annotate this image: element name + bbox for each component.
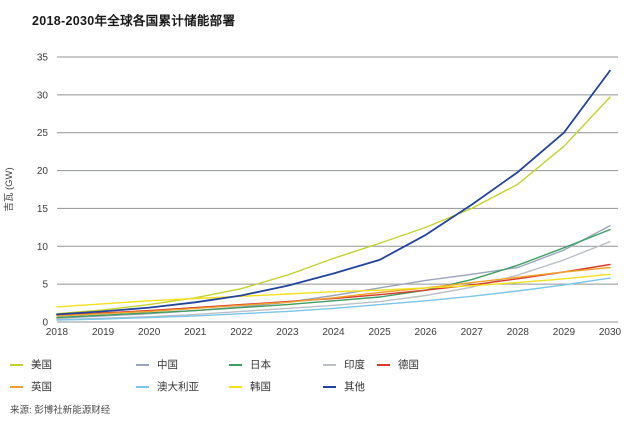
legend-swatch <box>136 385 149 388</box>
legend-label: 日本 <box>250 359 271 371</box>
x-tick-2029: 2029 <box>553 327 576 338</box>
legend-swatch <box>323 363 336 366</box>
legend-item-1: 中国 <box>136 357 229 372</box>
legend-item-8: 其他 <box>323 379 377 394</box>
x-tick-2022: 2022 <box>230 327 253 338</box>
y-tick-20: 20 <box>37 166 49 177</box>
x-tick-2024: 2024 <box>322 327 345 338</box>
source-note: 来源: 彭博社新能源财经 <box>10 405 111 416</box>
x-tick-2030: 2030 <box>599 327 622 338</box>
y-axis-label: 吉瓦 (GW) <box>4 167 15 211</box>
legend-swatch <box>323 385 336 388</box>
legend-item-0: 美国 <box>10 357 136 372</box>
legend-item-7: 韩国 <box>229 379 323 394</box>
legend-swatch <box>10 385 23 388</box>
legend-item-2: 日本 <box>229 357 323 372</box>
legend-label: 美国 <box>31 359 52 371</box>
legend-label: 德国 <box>398 359 419 371</box>
legend: 美国 中国 日本 印度 德国英国 澳大利亚 韩国 其他 <box>10 357 419 394</box>
series-line-6 <box>56 277 611 321</box>
x-tick-2021: 2021 <box>184 327 207 338</box>
x-tick-2028: 2028 <box>507 327 530 338</box>
legend-label: 其他 <box>344 381 365 393</box>
y-tick-0: 0 <box>42 318 48 329</box>
legend-item-5: 英国 <box>10 379 136 394</box>
series-line-7 <box>56 273 611 308</box>
legend-label: 英国 <box>31 381 52 393</box>
series-line-2 <box>56 228 611 319</box>
x-tick-2027: 2027 <box>461 327 484 338</box>
legend-label: 印度 <box>344 359 365 371</box>
series-line-3 <box>56 240 611 321</box>
legend-item-4: 德国 <box>377 357 419 372</box>
legend-swatch <box>10 363 23 366</box>
x-tick-2018: 2018 <box>46 327 69 338</box>
y-tick-35: 35 <box>37 53 49 64</box>
x-tick-2020: 2020 <box>138 327 161 338</box>
series-line-1 <box>56 225 611 319</box>
legend-swatch <box>136 363 149 366</box>
legend-item-3: 印度 <box>323 357 377 372</box>
y-tick-15: 15 <box>37 204 49 215</box>
x-tick-2025: 2025 <box>368 327 391 338</box>
legend-label: 韩国 <box>250 381 271 393</box>
series-line-5 <box>56 266 611 317</box>
legend-item-6: 澳大利亚 <box>136 379 229 394</box>
y-tick-25: 25 <box>37 128 49 139</box>
chart-title: 2018-2030年全球各国累计储能部署 <box>32 14 236 28</box>
y-tick-10: 10 <box>37 242 49 253</box>
legend-swatch <box>377 363 390 366</box>
x-tick-2026: 2026 <box>415 327 438 338</box>
x-tick-2019: 2019 <box>92 327 115 338</box>
legend-swatch <box>229 385 242 388</box>
x-tick-2023: 2023 <box>276 327 299 338</box>
legend-label: 澳大利亚 <box>157 381 199 393</box>
legend-label: 中国 <box>157 359 178 371</box>
legend-swatch <box>229 363 242 366</box>
y-tick-5: 5 <box>42 280 48 291</box>
series-line-8 <box>56 69 611 316</box>
series-line-0 <box>56 96 611 315</box>
y-tick-30: 30 <box>37 90 49 101</box>
